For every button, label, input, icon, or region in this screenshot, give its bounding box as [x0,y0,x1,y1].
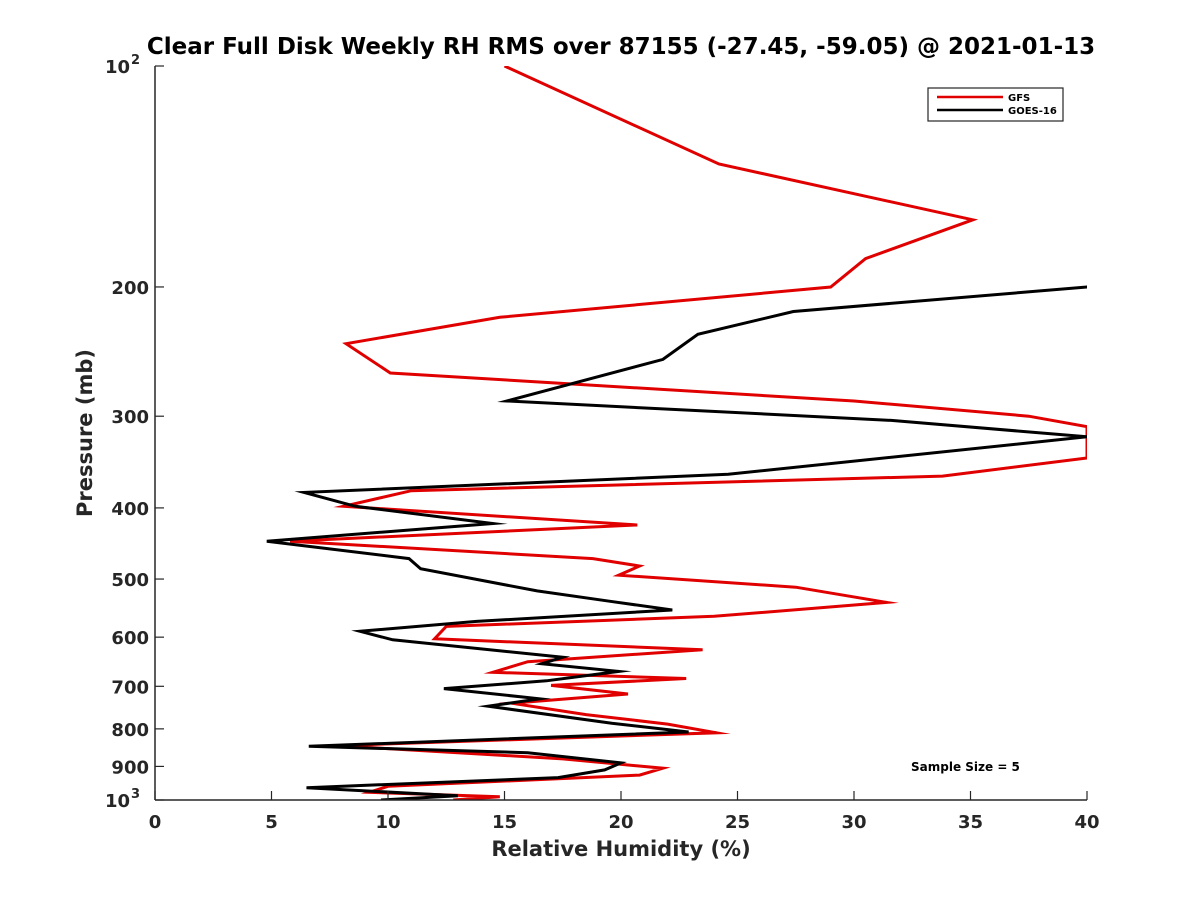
x-tick-label: 30 [841,812,866,833]
y-tick-label: 200 [111,278,149,299]
chart-title: Clear Full Disk Weekly RH RMS over 87155… [147,34,1095,60]
legend-entry-label: GFS [1008,93,1030,104]
y-tick-exponent: 2 [131,53,140,68]
y-tick-label: 300 [111,407,149,428]
y-tick-label: 10 [105,57,130,78]
legend: GFS GOES-16 [927,87,1064,122]
legend-box [927,87,1064,122]
y-tick-label: 900 [111,757,149,778]
x-tick-label: 20 [608,812,633,833]
sample-size-annotation: Sample Size = 5 [911,760,1020,774]
x-tick-label: 0 [149,812,162,833]
x-tick-label: 15 [492,812,517,833]
y-tick-label: 600 [111,628,149,649]
series-line-goes-16 [266,285,1087,800]
y-tick-label: 400 [111,499,149,520]
y-tick-label: 800 [111,720,149,741]
x-tick-label: 10 [375,812,400,833]
series-layer [266,66,1087,800]
y-tick-label: 10 [105,791,130,812]
x-tick-label: 35 [958,812,983,833]
x-tick-label: 40 [1074,812,1099,833]
y-tick-label: 500 [111,570,149,591]
x-tick-label: 5 [265,812,278,833]
y-tick-exponent: 3 [131,787,140,802]
x-axis-label: Relative Humidity (%) [491,837,750,861]
y-tick-label: 700 [111,677,149,698]
y-axis-label: Pressure (mb) [73,349,97,517]
x-ticks: 0 5 10 15 20 25 30 35 40 [149,791,1100,833]
legend-entry-label: GOES-16 [1008,106,1057,117]
x-tick-label: 25 [725,812,750,833]
